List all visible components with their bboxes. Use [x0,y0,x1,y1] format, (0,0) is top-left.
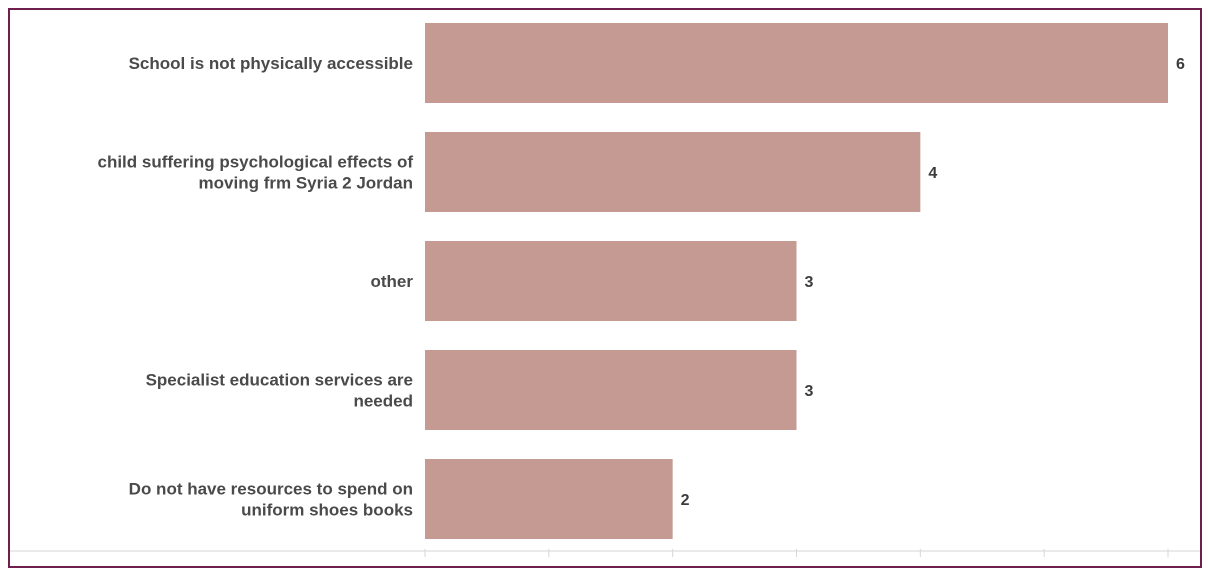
category-label-1: child suffering psychological effects of… [98,153,414,193]
bar-3 [425,350,797,430]
bars-group [425,23,1168,539]
category-label-line: other [371,272,414,291]
category-label-line: child suffering psychological effects of [98,153,414,172]
category-label-line: Do not have resources to spend on [129,480,413,499]
x-axis [10,549,1200,557]
value-label-4: 2 [681,492,690,509]
category-label-line: uniform shoes books [241,501,413,520]
category-label-line: Specialist education services are [146,371,413,390]
category-label-3: Specialist education services are needed [146,371,413,411]
value-labels-group: 6 4 3 3 2 [681,56,1185,509]
category-label-line: moving frm Syria 2 Jordan [199,174,413,193]
value-label-2: 3 [805,274,814,291]
category-label-0: School is not physically accessible [129,54,413,73]
value-label-1: 4 [928,165,937,182]
category-label-line: needed [353,392,413,411]
bar-2 [425,241,797,321]
bar-4 [425,459,673,539]
category-label-line: School is not physically accessible [129,54,413,73]
bar-0 [425,23,1168,103]
bar-1 [425,132,921,212]
category-labels-group: School is not physically accessible child… [98,54,414,520]
value-label-3: 3 [805,383,814,400]
value-label-0: 6 [1176,56,1185,73]
category-label-2: other [371,272,414,291]
category-label-4: Do not have resources to spend on uniform… [129,480,413,520]
